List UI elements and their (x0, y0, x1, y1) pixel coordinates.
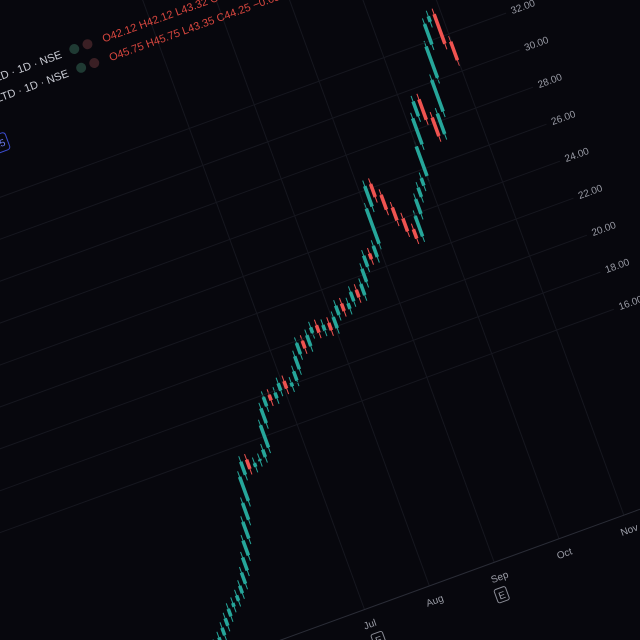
candle-body (241, 521, 251, 540)
candle-body (411, 100, 421, 117)
candle-body (390, 206, 399, 222)
candle-body (419, 177, 426, 187)
grid-line (116, 0, 430, 587)
grid-line (52, 0, 365, 610)
candle-body (331, 316, 339, 329)
candle-body (223, 617, 230, 627)
candle-body (273, 392, 279, 399)
candle-body (257, 458, 262, 462)
candle-body (237, 476, 251, 502)
price-tag: 4.25 (0, 137, 8, 154)
candle-body (231, 602, 236, 608)
candle-body (226, 608, 233, 617)
candle-body (339, 302, 346, 312)
candle-body (348, 291, 356, 302)
legend-eye-icon[interactable] (68, 43, 81, 56)
event-label: E (374, 635, 384, 640)
legend-eye-icon[interactable] (75, 61, 88, 74)
candle-body (333, 305, 341, 316)
candle-body (321, 324, 327, 332)
candle-body (267, 394, 273, 402)
grid-line (0, 197, 574, 501)
grid-line (0, 271, 601, 575)
candle-body (379, 194, 389, 211)
candle-body (430, 116, 441, 137)
candle-body (426, 15, 432, 23)
candle-body (220, 627, 227, 636)
candle-body (429, 79, 445, 113)
candle-body (239, 461, 248, 476)
grid-line (0, 12, 507, 316)
price-tag-box (0, 132, 11, 161)
candle-body (371, 245, 380, 258)
candle-body (432, 13, 447, 45)
legend-settings-icon[interactable] (88, 57, 101, 70)
candle-wick (216, 631, 224, 640)
event-label: E (497, 590, 507, 603)
candle-body (410, 117, 424, 145)
candle-body (368, 183, 377, 198)
candle-body (217, 636, 223, 640)
candle-body (346, 302, 352, 310)
candle-body (314, 324, 321, 334)
candle-body (354, 289, 361, 298)
candle-body (291, 370, 299, 382)
candle-body (259, 407, 268, 424)
candle-body (276, 382, 283, 392)
candle-body (237, 585, 245, 594)
candle-body (424, 45, 440, 79)
candle-body (292, 355, 302, 370)
grid-line (311, 0, 625, 516)
event-icon[interactable] (493, 586, 510, 604)
candle-body (294, 342, 303, 355)
candle-body (361, 255, 370, 268)
candle-body (282, 380, 289, 390)
candle-body (241, 539, 251, 557)
candle-body (449, 41, 460, 61)
candle-body (363, 185, 374, 208)
candle-body (289, 382, 295, 388)
grid-line (0, 123, 547, 427)
grid-line (181, 0, 495, 563)
candle-body (252, 462, 258, 468)
x-tick-label: Oct (555, 546, 574, 562)
candle-body (359, 283, 367, 296)
candle-body (239, 571, 248, 585)
candle-body (240, 556, 249, 572)
candle-body (300, 340, 307, 349)
candle-body (416, 187, 424, 198)
grid-line (246, 0, 560, 539)
candle-body (244, 459, 252, 470)
candle-body (360, 268, 369, 283)
legend-settings-icon[interactable] (81, 38, 94, 51)
candle-body (413, 215, 425, 237)
event-icon[interactable] (370, 630, 387, 640)
candle-body (261, 396, 269, 407)
candle-body (260, 448, 268, 458)
candle-body (401, 217, 410, 232)
grid-line (0, 86, 534, 390)
candle-body (414, 145, 429, 177)
candle-body (308, 326, 315, 334)
candle-body (327, 322, 334, 331)
time-axis-line (0, 446, 640, 640)
grid-line (0, 234, 588, 538)
grid-line (0, 49, 520, 353)
candle-body (413, 198, 423, 215)
candle-body (417, 98, 429, 121)
candle-body (411, 228, 419, 240)
candle-body (422, 23, 434, 45)
candle-body (258, 424, 271, 449)
candle-body (364, 208, 381, 245)
candle-body (234, 594, 241, 602)
candle-body (240, 502, 251, 521)
grid-line (0, 308, 615, 612)
candle-body (367, 252, 374, 260)
candle-body (435, 113, 447, 135)
candle-body (305, 334, 313, 347)
x-tick-label: Jul (362, 618, 378, 633)
